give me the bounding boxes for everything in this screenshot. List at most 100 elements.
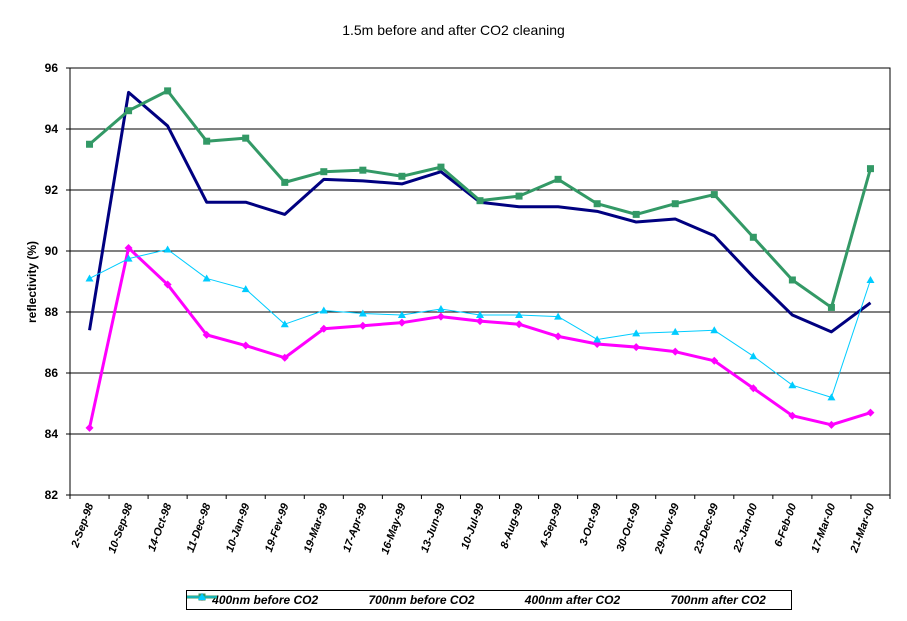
data-point-700nm-before-co2	[632, 343, 641, 352]
data-point-700nm-before-co2	[436, 312, 445, 321]
data-point-400nm-after-co2	[671, 200, 679, 208]
legend-item: 700nm after CO2	[187, 593, 766, 607]
data-point-700nm-before-co2	[788, 411, 797, 420]
series-lines	[85, 87, 875, 432]
data-point-700nm-after-co2	[788, 381, 797, 389]
x-tick-label: 4-Sep-99	[538, 501, 566, 550]
x-tick-label: 23-Dec-99	[692, 501, 722, 556]
data-point-700nm-after-co2	[358, 309, 367, 317]
data-point-700nm-after-co2	[515, 311, 524, 319]
data-point-700nm-before-co2	[280, 353, 289, 362]
data-point-400nm-after-co2	[437, 163, 445, 171]
data-point-700nm-before-co2	[319, 324, 328, 333]
data-point-400nm-after-co2	[203, 137, 211, 145]
data-point-700nm-after-co2	[710, 326, 719, 334]
plot-area	[69, 67, 891, 496]
data-point-400nm-after-co2	[125, 107, 133, 115]
data-point-700nm-after-co2	[671, 327, 680, 335]
x-tick-label: 6-Feb-00	[772, 501, 799, 548]
data-point-400nm-after-co2	[320, 168, 328, 176]
x-tick-label: 21-Mar-00	[848, 501, 877, 555]
y-axis-label: reflectivity (%)	[25, 241, 39, 323]
data-point-400nm-after-co2	[359, 166, 367, 174]
x-tick-label: 17-Apr-99	[341, 501, 370, 554]
legend-label: 400nm after CO2	[524, 593, 621, 607]
data-point-700nm-before-co2	[397, 318, 406, 327]
data-point-400nm-after-co2	[281, 178, 289, 186]
data-point-700nm-before-co2	[671, 347, 680, 356]
data-point-700nm-before-co2	[358, 321, 367, 330]
data-point-700nm-after-co2	[280, 320, 289, 328]
data-point-400nm-after-co2	[632, 210, 640, 218]
data-point-700nm-before-co2	[85, 423, 94, 432]
x-tick-label: 22-Jan-00	[731, 501, 760, 555]
data-point-700nm-after-co2	[632, 329, 641, 337]
x-tick-label: 29-Nov-99	[652, 501, 682, 556]
data-point-400nm-after-co2	[866, 165, 874, 173]
x-tick-label: 30-Oct-99	[615, 501, 644, 553]
data-point-700nm-after-co2	[827, 393, 836, 401]
data-point-400nm-after-co2	[86, 140, 94, 148]
y-tick-label: 90	[45, 244, 59, 258]
series-line-400nm-before-co2	[88, 90, 872, 334]
chart-title: 1.5m before and after CO2 cleaning	[342, 22, 565, 38]
data-point-700nm-after-co2	[202, 274, 211, 282]
x-tick-label: 11-Dec-98	[185, 501, 214, 554]
data-point-700nm-after-co2	[124, 254, 133, 262]
x-tick-label: 16-May-99	[379, 501, 409, 556]
data-point-700nm-after-co2	[749, 352, 758, 360]
data-point-700nm-before-co2	[749, 384, 758, 393]
data-point-400nm-after-co2	[515, 192, 523, 200]
data-point-400nm-after-co2	[788, 276, 796, 284]
data-point-400nm-after-co2	[749, 233, 757, 241]
data-point-700nm-before-co2	[866, 408, 875, 417]
x-tick-label: 19-Fev-99	[263, 501, 292, 554]
x-tick-label: 3-Oct-99	[578, 501, 605, 547]
data-point-700nm-before-co2	[515, 320, 524, 329]
gridlines	[70, 67, 890, 496]
legend: 400nm before CO2 700nm before CO2 400nm af…	[186, 590, 792, 610]
x-tick-label: 19-Mar-99	[302, 501, 331, 554]
data-point-400nm-after-co2	[593, 200, 601, 208]
data-point-700nm-after-co2	[397, 311, 406, 319]
legend-item: 400nm before CO2	[187, 593, 319, 607]
legend-item: 700nm before CO2	[187, 593, 475, 607]
x-tick-label: 10-Jan-99	[224, 501, 253, 554]
y-tick-label: 86	[45, 366, 59, 380]
data-point-400nm-after-co2	[398, 172, 406, 180]
x-axis-ticks: 2-Sep-98 10-Sep-98 14-Oct-98 11-Dec-98 10-Ja…	[69, 495, 891, 556]
x-tick-label: 14-Oct-98	[146, 501, 175, 553]
x-tick-label: 10-Sep-98	[106, 501, 135, 555]
data-point-700nm-before-co2	[827, 420, 836, 429]
x-tick-label: 13-Jun-99	[419, 501, 448, 554]
data-point-400nm-after-co2	[554, 175, 562, 183]
data-point-700nm-after-co2	[163, 245, 172, 253]
data-point-700nm-after-co2	[241, 285, 250, 293]
data-point-700nm-before-co2	[163, 280, 172, 289]
legend-swatch	[187, 593, 217, 600]
y-tick-label: 92	[45, 183, 59, 197]
data-point-700nm-before-co2	[554, 332, 563, 341]
x-tick-label: 10-Jul-99	[459, 501, 487, 551]
y-tick-label: 96	[45, 61, 59, 75]
x-tick-label: 17-Mar-00	[809, 501, 838, 554]
data-point-400nm-after-co2	[710, 191, 718, 199]
legend-label: 700nm after CO2	[670, 593, 766, 607]
y-tick-label: 84	[45, 427, 59, 441]
y-tick-label: 82	[45, 488, 59, 502]
legend-marker	[198, 593, 206, 600]
data-point-700nm-after-co2	[866, 275, 875, 283]
legend-label: 700nm before CO2	[368, 593, 475, 607]
legend-item: 400nm after CO2	[187, 593, 621, 607]
y-tick-label: 88	[45, 305, 59, 319]
data-point-700nm-after-co2	[319, 306, 328, 314]
data-point-400nm-after-co2	[242, 134, 250, 142]
y-axis-ticks: 82 84 86 88 90 92 94 96	[45, 61, 70, 502]
legend-label: 400nm before CO2	[212, 593, 319, 607]
data-point-700nm-before-co2	[476, 317, 484, 326]
data-point-400nm-after-co2	[164, 87, 172, 95]
data-point-700nm-after-co2	[554, 312, 563, 320]
x-tick-label: 2-Sep-98	[69, 501, 97, 550]
data-point-400nm-after-co2	[827, 303, 835, 311]
